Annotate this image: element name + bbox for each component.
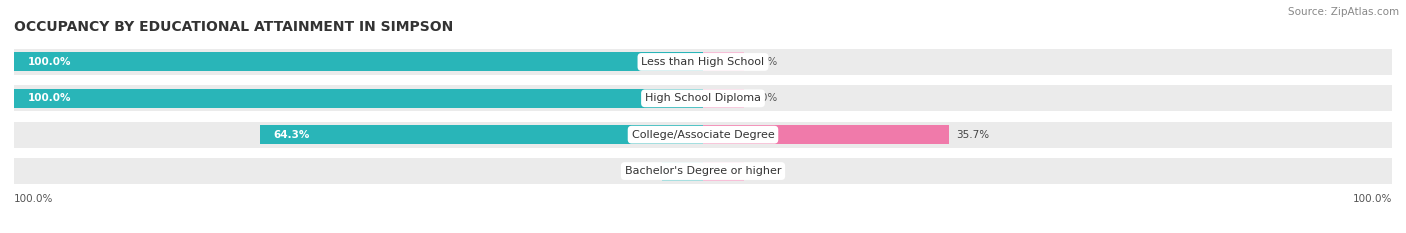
Bar <box>662 162 703 181</box>
Text: 64.3%: 64.3% <box>274 130 311 140</box>
Text: 100.0%: 100.0% <box>28 93 72 103</box>
Text: 0.0%: 0.0% <box>628 166 655 176</box>
Text: 100.0%: 100.0% <box>28 57 72 67</box>
Text: 0.0%: 0.0% <box>751 93 778 103</box>
Bar <box>14 52 703 71</box>
Text: 0.0%: 0.0% <box>751 57 778 67</box>
Text: 100.0%: 100.0% <box>14 194 53 204</box>
Text: High School Diploma: High School Diploma <box>645 93 761 103</box>
Bar <box>703 52 744 71</box>
Text: Source: ZipAtlas.com: Source: ZipAtlas.com <box>1288 7 1399 17</box>
Bar <box>14 49 1392 75</box>
Bar <box>14 85 1392 111</box>
Bar <box>14 89 703 108</box>
Bar <box>703 162 744 181</box>
Text: College/Associate Degree: College/Associate Degree <box>631 130 775 140</box>
Text: 35.7%: 35.7% <box>956 130 988 140</box>
Text: OCCUPANCY BY EDUCATIONAL ATTAINMENT IN SIMPSON: OCCUPANCY BY EDUCATIONAL ATTAINMENT IN S… <box>14 20 453 34</box>
Bar <box>14 122 1392 148</box>
Text: 0.0%: 0.0% <box>751 166 778 176</box>
Text: 100.0%: 100.0% <box>1353 194 1392 204</box>
Bar <box>703 89 744 108</box>
Bar <box>703 125 949 144</box>
Bar <box>260 125 703 144</box>
Text: Bachelor's Degree or higher: Bachelor's Degree or higher <box>624 166 782 176</box>
Text: Less than High School: Less than High School <box>641 57 765 67</box>
Bar <box>14 158 1392 184</box>
